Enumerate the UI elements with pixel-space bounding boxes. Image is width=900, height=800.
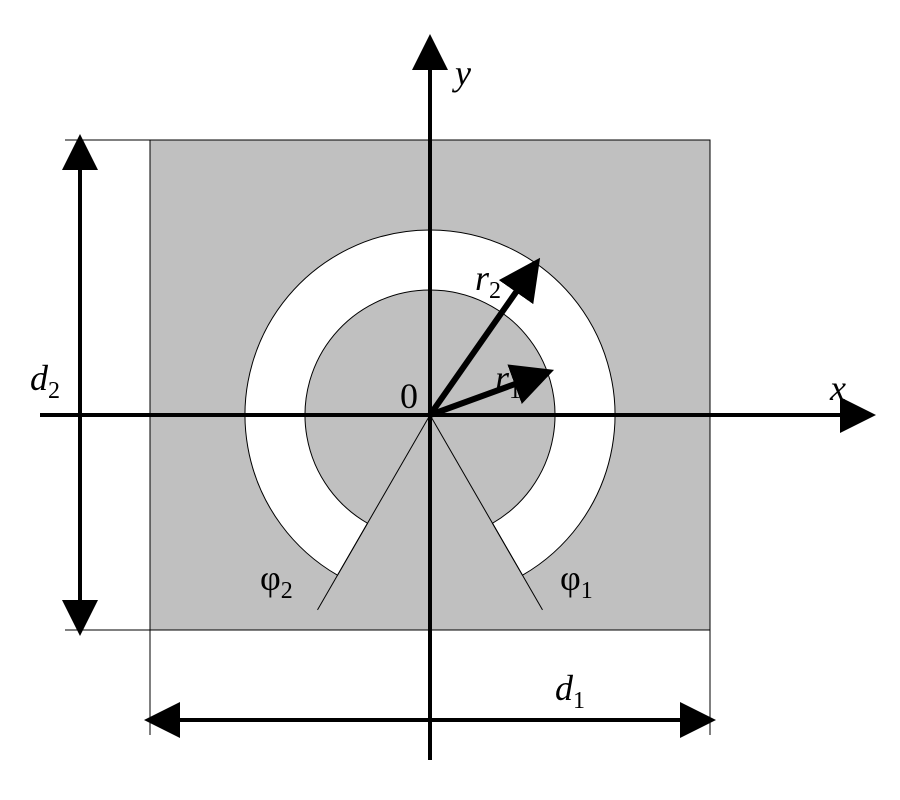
x-axis-label: x xyxy=(829,368,846,408)
d1-label: d1 xyxy=(555,668,585,714)
origin-label: 0 xyxy=(400,376,418,416)
y-axis-label: y xyxy=(452,53,471,93)
d2-label: d2 xyxy=(30,358,60,404)
diagram-svg: x y 0 r1 r2 φ1 φ2 d1 d2 xyxy=(0,0,900,800)
